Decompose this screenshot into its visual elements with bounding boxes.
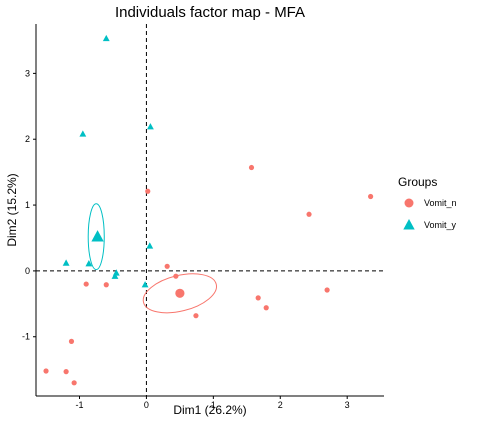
legend-label-vomit_y: Vomit_y	[424, 220, 457, 230]
data-points	[43, 34, 374, 386]
point-vomit_n	[63, 369, 69, 375]
legend-title: Groups	[398, 175, 437, 189]
point-vomit_n	[263, 305, 269, 311]
point-vomit_n	[68, 338, 75, 344]
point-vomit_y	[102, 34, 110, 42]
x-tick-label: 0	[144, 400, 149, 410]
point-vomit_y	[62, 259, 70, 266]
point-vomit_n	[83, 281, 89, 287]
legend: Groups Vomit_n Vomit_y	[398, 175, 457, 230]
y-tick-label: 1	[25, 200, 30, 210]
x-tick-label: 2	[278, 400, 283, 410]
point-vomit_n	[306, 211, 312, 217]
x-tick-label: -1	[75, 400, 83, 410]
point-vomit_n	[324, 287, 330, 293]
legend-key-vomit_y	[403, 219, 415, 230]
x-tick-label: 1	[211, 400, 216, 410]
point-vomit_y	[79, 130, 87, 137]
mean-point-vomit_n	[175, 288, 185, 298]
axes: -1 0 1 2 3 -1 0 1 2 3	[22, 24, 384, 410]
legend-key-vomit_n	[404, 198, 414, 208]
point-vomit_y	[147, 123, 154, 130]
point-vomit_y	[85, 260, 93, 267]
point-vomit_n	[103, 282, 109, 288]
group-ellipses	[87, 203, 218, 314]
x-axis-title: Dim1 (26.2%)	[173, 403, 246, 417]
reference-lines	[36, 24, 384, 396]
point-vomit_n	[248, 164, 255, 171]
point-vomit_y	[111, 272, 119, 279]
chart-title: Individuals factor map - MFA	[115, 4, 305, 21]
point-vomit_y	[141, 281, 149, 288]
point-vomit_n	[145, 188, 151, 194]
point-vomit_n	[43, 368, 49, 374]
mean-point-vomit_y	[91, 230, 104, 242]
y-tick-label: 0	[25, 266, 30, 276]
y-tick-label: 3	[25, 68, 30, 78]
point-vomit_n	[164, 263, 170, 269]
point-vomit_n	[255, 295, 261, 301]
legend-label-vomit_n: Vomit_n	[424, 198, 457, 208]
y-tick-label: 2	[25, 134, 30, 144]
y-tick-label: -1	[22, 332, 30, 342]
point-vomit_n	[71, 380, 77, 386]
y-axis-title: Dim2 (15.2%)	[5, 173, 19, 246]
confidence-ellipse-vomit_y	[87, 203, 105, 271]
point-vomit_y	[146, 242, 154, 249]
point-vomit_n	[193, 313, 199, 319]
point-vomit_n	[173, 273, 179, 279]
point-vomit_n	[368, 193, 374, 200]
x-tick-label: 3	[345, 400, 350, 410]
